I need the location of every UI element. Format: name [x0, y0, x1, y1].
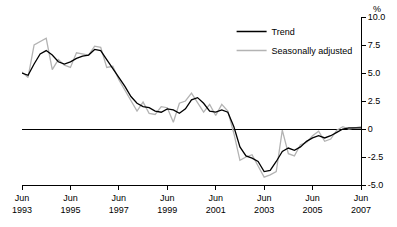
- svg-text:Seasonally adjusted: Seasonally adjusted: [272, 46, 353, 56]
- svg-text:Jun2007: Jun2007: [351, 193, 371, 215]
- svg-text:7.5: 7.5: [368, 40, 381, 50]
- svg-text:Jun2003: Jun2003: [254, 193, 274, 215]
- svg-text:Jun1999: Jun1999: [157, 193, 177, 215]
- svg-text:-2.5: -2.5: [368, 152, 384, 162]
- svg-text:10.0: 10.0: [368, 12, 386, 22]
- svg-text:Jun1997: Jun1997: [109, 193, 129, 215]
- svg-text:Jun2001: Jun2001: [206, 193, 226, 215]
- svg-text:2.5: 2.5: [368, 96, 381, 106]
- svg-text:0: 0: [368, 124, 373, 134]
- svg-text:Jun2005: Jun2005: [303, 193, 323, 215]
- svg-text:5.0: 5.0: [368, 68, 381, 78]
- svg-text:Jun1993: Jun1993: [12, 193, 32, 215]
- svg-text:Jun1995: Jun1995: [60, 193, 80, 215]
- svg-text:Trend: Trend: [272, 27, 295, 37]
- svg-text:-5.0: -5.0: [368, 180, 384, 190]
- svg-text:%: %: [373, 4, 381, 14]
